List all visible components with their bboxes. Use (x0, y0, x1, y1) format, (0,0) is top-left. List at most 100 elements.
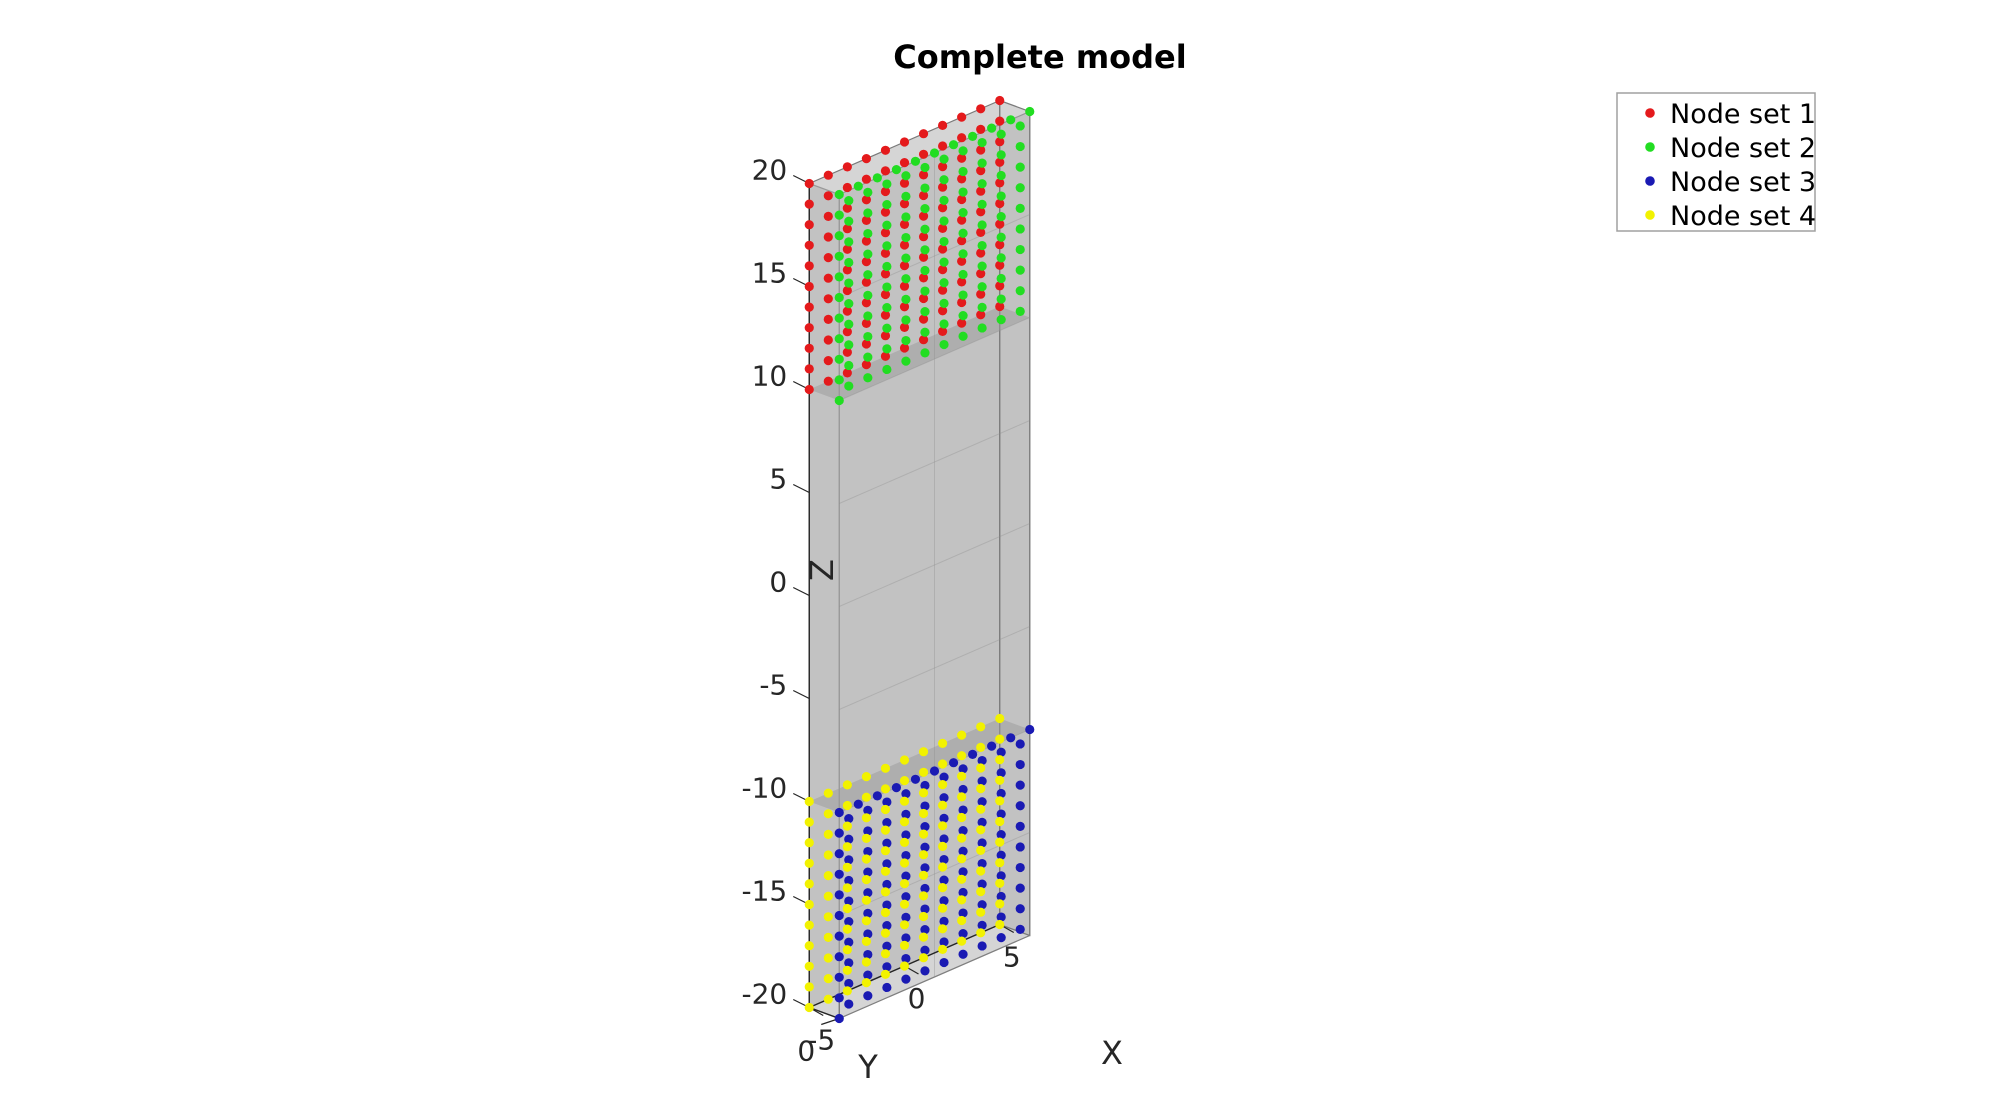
point-series-2-87 (977, 199, 987, 209)
point-series-4-7 (804, 858, 814, 868)
point-series-3-80 (958, 764, 968, 774)
point-series-1-22 (842, 368, 852, 378)
point-series-4-2 (804, 961, 814, 971)
point-series-4-72 (918, 829, 929, 839)
point-series-4-12 (823, 974, 833, 984)
point-series-2-72 (958, 311, 968, 321)
point-series-4-103 (976, 845, 986, 856)
point-series-3-91 (996, 933, 1006, 943)
point-series-1-59 (899, 261, 910, 271)
point-series-1-29 (842, 224, 852, 234)
point-series-4-42 (861, 792, 872, 802)
point-series-3-115 (929, 766, 940, 776)
point-series-1-25 (842, 306, 852, 316)
point-series-4-117 (995, 775, 1005, 785)
point-series-3-97 (996, 809, 1006, 819)
point-series-3-82 (977, 920, 987, 930)
point-series-2-116 (948, 140, 959, 150)
point-series-3-93 (996, 891, 1006, 902)
series-1 (804, 95, 1005, 395)
point-series-2-33 (882, 323, 892, 333)
point-series-3-110 (1015, 739, 1025, 749)
point-series-1-70 (918, 252, 929, 262)
point-series-2-15 (844, 299, 854, 309)
point-series-1-85 (938, 162, 948, 172)
point-series-2-65 (939, 257, 949, 267)
legend-entry-2: Node set 2 (1670, 133, 1816, 164)
point-series-4-109 (976, 722, 986, 732)
point-series-1-118 (995, 137, 1005, 147)
point-series-1-113 (995, 240, 1005, 250)
legend-marker-2 (1645, 142, 1655, 152)
grid-line-z-8 (839, 935, 1030, 1019)
z-tick-label-1: 15 (752, 257, 788, 290)
point-series-2-49 (901, 191, 911, 201)
point-series-1-10 (804, 178, 814, 189)
point-series-1-74 (918, 170, 929, 180)
point-series-2-102 (1015, 286, 1025, 296)
point-series-3-15 (844, 917, 854, 927)
point-series-2-57 (920, 224, 930, 234)
point-series-4-15 (823, 912, 833, 922)
point-series-2-88 (977, 179, 987, 189)
point-series-2-45 (901, 274, 911, 284)
point-series-2-109 (1015, 141, 1025, 152)
point-series-3-100 (996, 747, 1006, 757)
point-series-3-106 (1015, 821, 1025, 831)
point-series-3-62 (939, 937, 949, 947)
z-tick-label-3: 5 (769, 463, 787, 496)
point-series-1-42 (861, 174, 872, 184)
point-series-4-32 (842, 780, 852, 790)
point-series-3-43 (901, 933, 911, 943)
point-series-2-41 (901, 356, 911, 366)
point-series-4-120 (995, 713, 1005, 724)
point-series-3-70 (939, 772, 949, 782)
point-series-4-9 (804, 817, 814, 827)
x-tick-label-0: -5 (807, 1024, 835, 1057)
point-series-2-25 (863, 290, 873, 300)
point-series-1-12 (823, 356, 833, 366)
point-series-3-72 (958, 929, 968, 939)
grid-line-z-2 (839, 317, 1030, 401)
point-series-4-48 (880, 887, 891, 897)
point-series-3-113 (891, 783, 902, 793)
point-series-3-22 (863, 970, 873, 980)
point-series-3-41 (901, 974, 911, 984)
point-series-2-14 (844, 319, 854, 329)
point-series-3-117 (968, 749, 978, 760)
z-tick-label-7: -15 (742, 875, 788, 908)
point-series-3-114 (910, 774, 921, 784)
point-series-3-68 (939, 813, 949, 823)
point-series-3-3 (834, 952, 844, 962)
point-series-2-9 (834, 210, 844, 220)
point-series-2-61 (939, 339, 949, 350)
point-series-1-49 (880, 248, 891, 258)
point-series-4-18 (823, 850, 833, 860)
point-series-1-13 (823, 335, 833, 345)
point-series-2-62 (939, 319, 949, 329)
point-series-2-48 (901, 212, 911, 222)
point-series-3-88 (977, 797, 987, 807)
point-series-4-53 (880, 784, 891, 794)
point-series-1-62 (899, 199, 910, 209)
point-series-2-54 (920, 286, 930, 296)
point-series-1-30 (842, 203, 852, 213)
point-series-3-94 (996, 871, 1006, 881)
point-series-4-68 (918, 911, 929, 922)
point-series-3-31 (882, 982, 892, 993)
point-series-1-90 (957, 277, 967, 287)
point-series-2-4 (834, 313, 844, 323)
point-series-4-6 (804, 879, 814, 889)
point-series-2-90 (977, 137, 987, 148)
point-series-3-38 (882, 838, 892, 848)
point-series-3-12 (844, 978, 854, 989)
point-series-3-29 (863, 826, 873, 836)
z-tick-label-0: 20 (752, 154, 788, 187)
point-series-2-35 (882, 282, 892, 292)
point-series-3-25 (863, 908, 873, 918)
point-series-3-89 (977, 776, 987, 786)
point-series-2-98 (996, 170, 1006, 181)
point-series-2-24 (863, 311, 873, 321)
point-series-2-63 (939, 298, 949, 308)
point-series-4-4 (804, 920, 814, 930)
